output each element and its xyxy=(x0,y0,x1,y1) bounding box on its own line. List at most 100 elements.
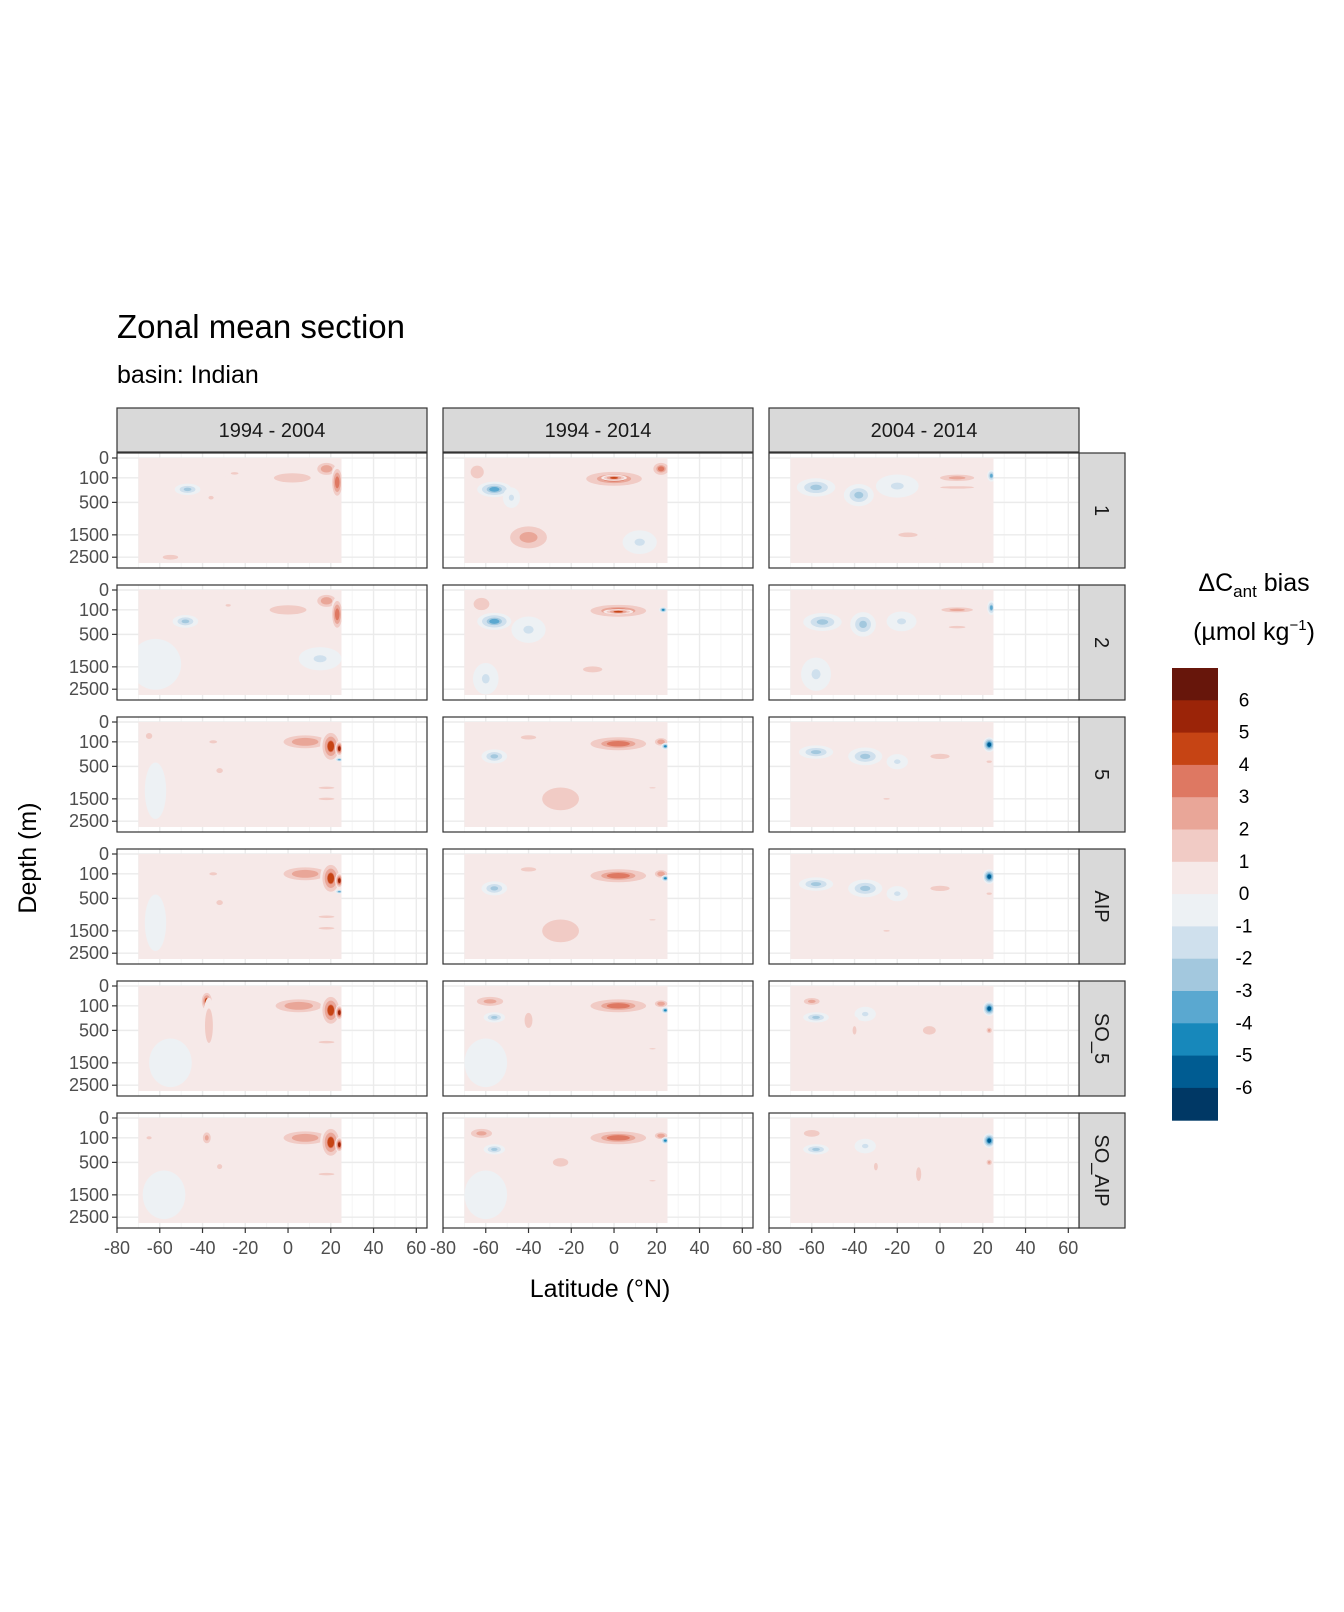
panel-border xyxy=(442,584,754,701)
contour-core xyxy=(987,742,992,747)
x-tick-label: -80 xyxy=(756,1238,782,1258)
panel-border xyxy=(442,452,754,569)
contour-core xyxy=(526,1016,531,1025)
y-tick-label: 1500 xyxy=(69,921,109,941)
legend-swatch xyxy=(1172,1055,1218,1089)
contour-core xyxy=(890,482,904,490)
chart-subtitle: basin: Indian xyxy=(117,361,259,389)
x-tick-label: 0 xyxy=(283,1238,293,1258)
legend-swatch xyxy=(1172,764,1218,798)
contour-core xyxy=(810,484,822,491)
contour-core xyxy=(296,1135,315,1141)
legend-swatch xyxy=(1172,991,1218,1024)
row-strip-label: AIP xyxy=(1090,890,1112,922)
legend-label: 6 xyxy=(1239,690,1250,711)
y-tick-label: 0 xyxy=(99,712,109,732)
contour-field xyxy=(790,854,994,959)
y-tick-label: 2500 xyxy=(69,679,109,699)
facet-panel xyxy=(442,980,754,1097)
legend-swatch xyxy=(1172,894,1218,927)
x-tick-label: -60 xyxy=(473,1238,499,1258)
contour-core xyxy=(658,872,664,876)
panel-border xyxy=(768,980,1080,1097)
contour-core xyxy=(873,1162,878,1171)
contour-core xyxy=(147,656,164,672)
contour-core xyxy=(476,1131,487,1136)
contour-core xyxy=(552,1158,569,1167)
contour-core xyxy=(322,798,331,800)
contour-core xyxy=(894,759,901,764)
contour-core xyxy=(897,618,907,625)
contour-core xyxy=(181,619,190,624)
contour-core xyxy=(661,608,665,611)
facet-panel xyxy=(768,452,1080,569)
contour-core xyxy=(162,554,179,560)
contour-core xyxy=(209,740,218,744)
x-tick-label: 20 xyxy=(973,1238,993,1258)
contour-base xyxy=(790,722,994,827)
contour-core xyxy=(479,1187,493,1203)
chart-title: Zonal mean section xyxy=(117,308,405,345)
contour-core xyxy=(860,753,871,760)
y-tick-label: 2500 xyxy=(69,811,109,831)
contour-field xyxy=(790,722,994,827)
contour-core xyxy=(217,1164,223,1170)
y-tick-label: 1500 xyxy=(69,789,109,809)
contour-core xyxy=(519,532,538,543)
contour-core xyxy=(664,745,667,748)
contour-core xyxy=(987,761,991,763)
contour-core xyxy=(859,620,867,629)
contour-core xyxy=(613,610,623,613)
contour-core xyxy=(987,1138,992,1143)
contour-core xyxy=(990,473,993,478)
contour-field xyxy=(464,458,668,563)
contour-core xyxy=(335,609,340,620)
panel-border xyxy=(116,1112,428,1229)
contour-core xyxy=(491,1015,498,1019)
contour-core xyxy=(338,746,341,751)
legend-label: -3 xyxy=(1236,981,1253,1002)
column-strip-label: 1994 - 2004 xyxy=(219,420,326,442)
contour-core xyxy=(862,1143,869,1149)
contour-core xyxy=(164,1055,177,1071)
column-strip: 2004 - 2014 xyxy=(768,407,1080,453)
contour-field xyxy=(138,458,342,563)
panel-border xyxy=(116,452,428,569)
y-tick-label: 100 xyxy=(79,996,109,1016)
x-tick-label: -80 xyxy=(430,1238,456,1258)
y-axis-title: Depth (m) xyxy=(14,802,42,913)
contour-field xyxy=(790,986,994,1091)
legend-swatch xyxy=(1172,668,1218,701)
x-tick-label: 0 xyxy=(609,1238,619,1258)
legend-labels: 6 5 4 3 2 1 0 -1 -2 -3 -4 -5 -6 xyxy=(1236,690,1253,1099)
legend-label: -5 xyxy=(1236,1046,1253,1067)
contour-core xyxy=(296,871,315,877)
column-strip-label: 1994 - 2014 xyxy=(545,420,652,442)
contour-core xyxy=(987,874,992,879)
contour-core xyxy=(930,753,950,760)
contour-core xyxy=(520,735,537,740)
row-strip: 5 xyxy=(1078,716,1126,833)
contour-core xyxy=(338,1142,341,1147)
contour-core xyxy=(207,1017,211,1035)
facet-panel xyxy=(768,584,1080,701)
contour-core xyxy=(490,754,499,759)
contour-core xyxy=(854,491,864,499)
column-strip-bg xyxy=(442,407,754,453)
contour-core xyxy=(606,1003,630,1009)
y-tick-label: 500 xyxy=(79,888,109,908)
contour-core xyxy=(152,782,159,800)
facet-panel xyxy=(768,716,1080,833)
legend-label: -4 xyxy=(1236,1013,1253,1034)
legend-colorbar xyxy=(1172,668,1218,1121)
legend-swatch xyxy=(1172,926,1218,960)
y-tick-label: 0 xyxy=(99,580,109,600)
x-tick-label: 40 xyxy=(690,1238,710,1258)
row-strip: AIP xyxy=(1078,848,1126,965)
contour-core xyxy=(862,1011,869,1017)
contour-field xyxy=(790,458,994,563)
